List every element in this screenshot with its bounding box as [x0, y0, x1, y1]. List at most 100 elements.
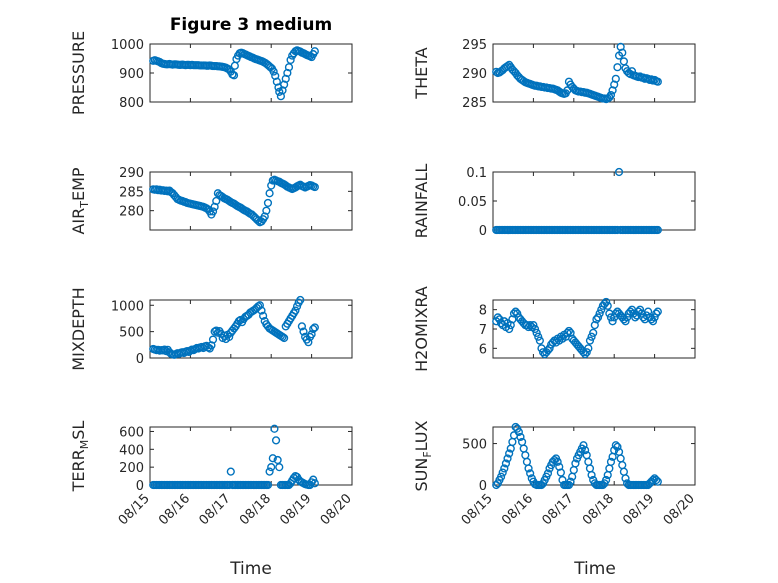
- data-point: [603, 301, 612, 310]
- y-tick-label: 295: [462, 38, 487, 53]
- data-point: [263, 198, 273, 208]
- data-point: [297, 322, 307, 331]
- data-point: [291, 306, 300, 315]
- data-point: [584, 344, 593, 353]
- y-tick-label: 0: [479, 224, 487, 239]
- data-point: [530, 324, 540, 334]
- y-axis-label-part: TERR: [69, 449, 88, 492]
- data-point: [563, 328, 572, 337]
- x-axis-label-right: Time: [573, 559, 616, 579]
- data-point: [526, 469, 535, 478]
- data-point: [226, 467, 235, 476]
- data-point: [263, 480, 273, 490]
- axes-frame: [149, 426, 353, 486]
- data-point: [652, 309, 661, 318]
- y-tick-label: 285: [462, 96, 487, 111]
- data-point: [265, 467, 274, 476]
- y-axis-label: H2OMIXRA: [412, 286, 431, 372]
- data-point: [275, 463, 284, 472]
- y-tick-label: 280: [119, 205, 144, 220]
- data-point: [534, 332, 543, 341]
- y-axis-label: THETA: [412, 47, 431, 99]
- y-axis-label: MIXDEPTH: [69, 287, 88, 370]
- data-point: [309, 324, 318, 334]
- data-point: [270, 424, 279, 433]
- data-point: [595, 309, 604, 318]
- subplot-3: 280 285 290 AIRTEMP: [69, 166, 353, 235]
- data-point: [296, 295, 305, 305]
- data-point: [593, 313, 603, 322]
- data-point: [532, 328, 541, 337]
- data-point: [299, 327, 308, 336]
- y-tick-label: 285: [119, 185, 144, 200]
- data-point: [606, 457, 616, 466]
- y-tick-label: 500: [119, 326, 144, 341]
- data-point: [529, 321, 538, 330]
- y-axis-label-part: SUN: [412, 458, 431, 492]
- y-axis-label: PRESSURE: [69, 31, 88, 115]
- data-point: [606, 90, 616, 100]
- data-point: [498, 468, 507, 477]
- data-point: [280, 333, 289, 343]
- y-tick-label: 290: [119, 166, 144, 181]
- data-point: [535, 336, 544, 345]
- y-tick-label: 7: [479, 323, 487, 338]
- data-point: [257, 306, 266, 315]
- data-point: [606, 313, 616, 322]
- data-point: [500, 464, 509, 473]
- data-point: [509, 309, 519, 318]
- data-point: [611, 441, 620, 450]
- data-point: [208, 207, 218, 216]
- y-axis-label-subscript: M: [78, 440, 91, 450]
- data-point: [505, 449, 514, 458]
- y-tick-label: 600: [119, 425, 144, 440]
- y-tick-label: 290: [462, 67, 487, 82]
- data-point: [579, 348, 588, 357]
- data-point: [538, 348, 548, 357]
- y-axis-label: SUNFLUX: [412, 420, 434, 491]
- y-tick-label: 0: [136, 479, 144, 494]
- data-point: [524, 464, 533, 473]
- data-point: [514, 427, 523, 437]
- data-point: [284, 63, 294, 72]
- data-point: [255, 301, 264, 310]
- y-axis-label-part: SL: [69, 421, 88, 440]
- data-point: [267, 463, 276, 472]
- data-point: [265, 189, 274, 198]
- data-point: [566, 477, 575, 486]
- data-point: [310, 47, 319, 56]
- data-point: [259, 311, 268, 320]
- data-point: [621, 317, 630, 326]
- subplot-6: 6 7 8 H2OMIXRA: [412, 286, 696, 372]
- y-tick-label: 8: [479, 304, 487, 319]
- y-axis-label-part: AIR: [69, 208, 88, 235]
- data-point: [564, 326, 574, 336]
- data-point: [268, 454, 277, 463]
- data-point: [505, 324, 514, 334]
- data-point: [310, 479, 319, 488]
- data-point: [614, 167, 624, 177]
- data-point: [254, 216, 263, 225]
- data-point: [543, 469, 553, 478]
- data-point: [304, 338, 313, 347]
- data-point: [516, 432, 525, 442]
- data-point: [602, 297, 611, 307]
- data-point: [652, 475, 661, 485]
- y-tick-label: 0: [136, 352, 144, 367]
- data-point: [262, 206, 271, 215]
- data-point: [307, 330, 316, 339]
- data-point: [608, 317, 617, 326]
- data-point: [269, 67, 278, 76]
- data-point: [611, 74, 620, 83]
- data-point: [621, 474, 630, 483]
- data-point: [653, 477, 662, 486]
- data-point: [496, 472, 506, 481]
- data-point: [602, 475, 611, 485]
- subplot-2: 285 290 295 THETA: [412, 38, 696, 111]
- data-point: [618, 48, 627, 57]
- y-axis-label-subscript: F: [421, 451, 434, 457]
- data-point: [579, 441, 588, 450]
- data-point: [526, 321, 535, 330]
